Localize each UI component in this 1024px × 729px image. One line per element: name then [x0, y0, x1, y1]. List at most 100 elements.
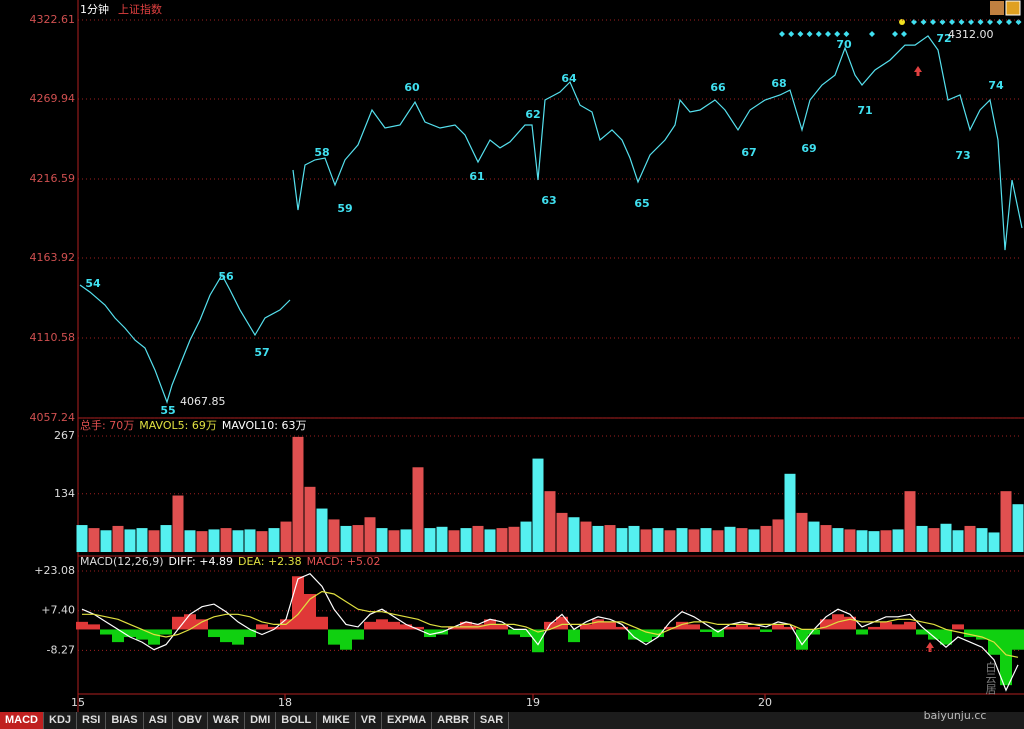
volume-bar	[88, 528, 100, 552]
macd-bar	[880, 621, 892, 630]
indicator-tab[interactable]: BIAS	[106, 712, 144, 729]
signal-marker	[996, 19, 1003, 25]
volume-bar	[280, 521, 292, 552]
signal-marker	[958, 19, 965, 25]
macd-bar	[760, 629, 772, 632]
volume-bar	[400, 529, 412, 552]
y-tick-label: 4269.94	[30, 92, 76, 105]
x-tick-label: 19	[526, 696, 540, 709]
legend-entry: DEA: +2.38	[238, 555, 302, 568]
y-tick-label: +7.40	[41, 604, 75, 617]
indicator-tab[interactable]: MIKE	[317, 712, 356, 729]
signal-marker	[834, 31, 841, 37]
macd-bar	[508, 629, 520, 635]
macd-bar	[400, 624, 412, 630]
wave-label: 55	[160, 404, 175, 417]
volume-bar	[832, 528, 844, 552]
volume-bar	[748, 529, 760, 552]
volume-bar	[916, 525, 928, 552]
macd-bar	[784, 626, 796, 630]
icon[interactable]	[1005, 0, 1021, 16]
macd-bar	[616, 626, 628, 630]
y-tick-label: 4110.58	[30, 331, 76, 344]
volume-bar	[628, 525, 640, 552]
volume-bar	[208, 529, 220, 552]
indicator-tab[interactable]: ASI	[144, 712, 173, 729]
volume-bar	[568, 517, 580, 552]
macd-bar	[148, 629, 160, 645]
volume-bar	[256, 531, 268, 552]
macd-bar	[952, 624, 964, 630]
y-tick-label: 4322.61	[30, 13, 76, 26]
arrow	[914, 66, 922, 76]
wave-label: 66	[710, 81, 726, 94]
volume-bar	[460, 528, 472, 552]
wave-label: 56	[218, 270, 234, 283]
volume-bar	[424, 528, 436, 552]
signal-marker	[901, 31, 907, 37]
indicator-tab[interactable]: EXPMA	[382, 712, 433, 729]
indicator-tab[interactable]: W&R	[208, 712, 246, 729]
volume-bar	[592, 525, 604, 552]
indicator-tab[interactable]: MACD	[0, 712, 44, 729]
macd-bar	[160, 629, 172, 635]
signal-marker	[920, 19, 927, 25]
volume-bar	[664, 530, 676, 552]
legend-entry: 总手: 70万	[80, 418, 134, 432]
signal-marker	[788, 31, 795, 37]
wave-label: 69	[801, 142, 816, 155]
macd-bar	[628, 629, 640, 640]
indicator-tab[interactable]: OBV	[173, 712, 208, 729]
price-line	[79, 35, 1023, 404]
macd-bar	[208, 629, 220, 638]
legend-entry: DIFF: +4.89	[169, 555, 233, 568]
macd-bar	[700, 629, 712, 632]
volume-bar	[604, 525, 616, 552]
volume-bar	[292, 436, 304, 552]
indicator-tab[interactable]: RSI	[77, 712, 107, 729]
wave-label: 61	[469, 170, 484, 183]
macd-bar	[244, 629, 256, 638]
volume-bar	[364, 517, 376, 552]
x-tick-label: 18	[278, 696, 292, 709]
signal-marker	[892, 31, 898, 37]
indicator-tab[interactable]: DMI	[245, 712, 277, 729]
watermark: baiyunju.cc	[924, 709, 987, 722]
indicator-tab[interactable]: BOLL	[276, 712, 318, 729]
panel-header: MACD(12,26,9) DIFF: +4.89 DEA: +2.38 MACD: …	[80, 555, 381, 568]
volume-bar	[472, 525, 484, 552]
volume-bar	[520, 521, 532, 552]
legend-entry: MAVOL10: 63万	[222, 419, 307, 432]
macd-bar	[292, 576, 304, 630]
y-tick-label: 4163.92	[30, 251, 76, 264]
macd-bar	[856, 629, 868, 635]
volume-bar	[712, 530, 724, 552]
price-label: 4312.00	[948, 28, 994, 41]
macd-bar	[412, 626, 424, 630]
icon[interactable]	[990, 1, 1004, 15]
volume-bar	[904, 491, 916, 552]
volume-bar	[856, 530, 868, 552]
volume-bar	[784, 473, 796, 552]
indicator-tab[interactable]: VR	[356, 712, 383, 729]
volume-bar	[760, 525, 772, 552]
volume-bar	[688, 529, 700, 552]
indicator-tab[interactable]: SAR	[475, 712, 510, 729]
volume-bar	[1012, 504, 1024, 552]
signal-dot	[899, 19, 905, 25]
macd-bar	[604, 621, 616, 630]
watermark: 白云居	[984, 660, 997, 695]
wave-label: 59	[337, 202, 352, 215]
wave-label: 62	[525, 108, 540, 121]
legend-entry: MACD(12,26,9)	[80, 555, 164, 568]
chart-title: 上证指数	[118, 2, 162, 16]
macd-bar	[1000, 629, 1012, 686]
macd-bar	[448, 626, 460, 630]
volume-bar	[892, 529, 904, 552]
signal-marker	[825, 31, 831, 37]
indicator-tab[interactable]: KDJ	[44, 712, 78, 729]
indicator-tab[interactable]: ARBR	[432, 712, 475, 729]
volume-bar	[772, 519, 784, 552]
